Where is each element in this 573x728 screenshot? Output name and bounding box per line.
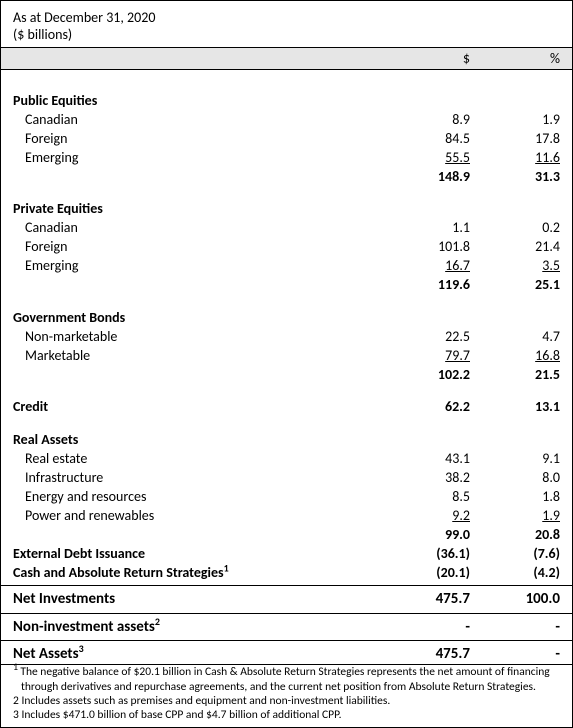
financial-table: As at December 31, 2020 ($ billions) $ %… xyxy=(0,0,573,728)
table-row: Power and renewables9.21.9 xyxy=(13,507,560,526)
footnote-1: 1 The negative balance of $20.1 billion … xyxy=(13,665,560,694)
row-net-investments: Net Investments475.7100.0 xyxy=(13,589,560,609)
table-row: Emerging55.511.6 xyxy=(13,149,560,168)
col-percent: % xyxy=(470,50,560,67)
column-header-row: $ % xyxy=(1,47,572,70)
table-row: Foreign101.821.4 xyxy=(13,238,560,257)
table-row: Canadian1.10.2 xyxy=(13,219,560,238)
section-real-assets: Real Assets xyxy=(13,431,560,450)
section-government-bonds: Government Bonds xyxy=(13,309,560,328)
footnote-2: 2 Includes assets such as premises and e… xyxy=(13,694,560,708)
row-external-debt: External Debt Issuance(36.1)(7.6) xyxy=(13,545,560,564)
footnote-3: 3 Includes $471.0 billion of base CPP an… xyxy=(13,708,560,722)
table-row: Non-marketable22.54.7 xyxy=(13,328,560,347)
section-private-equities: Private Equities xyxy=(13,200,560,219)
row-cash-absolute-return: Cash and Absolute Return Strategies1(20.… xyxy=(13,564,560,583)
table-row: Energy and resources8.51.8 xyxy=(13,488,560,507)
section-public-equities: Public Equities xyxy=(13,92,560,111)
table-row: Canadian8.91.9 xyxy=(13,111,560,130)
subtotal-row: 148.931.3 xyxy=(13,168,560,187)
table-row: Foreign84.517.8 xyxy=(13,130,560,149)
col-dollar: $ xyxy=(380,50,470,67)
table-row: Marketable79.716.8 xyxy=(13,347,560,366)
row-net-assets: Net Assets3475.7- xyxy=(13,644,560,664)
units-note: ($ billions) xyxy=(13,26,560,43)
row-non-investment-assets: Non-investment assets2-- xyxy=(13,617,560,637)
table-row: Emerging16.73.5 xyxy=(13,257,560,276)
table-row: Infrastructure38.28.0 xyxy=(13,469,560,488)
subtotal-row: 99.020.8 xyxy=(13,526,560,545)
subtotal-row: 102.221.5 xyxy=(13,366,560,385)
table-row: Real estate43.19.1 xyxy=(13,450,560,469)
subtotal-row: 119.625.1 xyxy=(13,276,560,295)
as-at-date: As at December 31, 2020 xyxy=(13,9,560,26)
section-credit: Credit62.213.1 xyxy=(13,398,560,417)
